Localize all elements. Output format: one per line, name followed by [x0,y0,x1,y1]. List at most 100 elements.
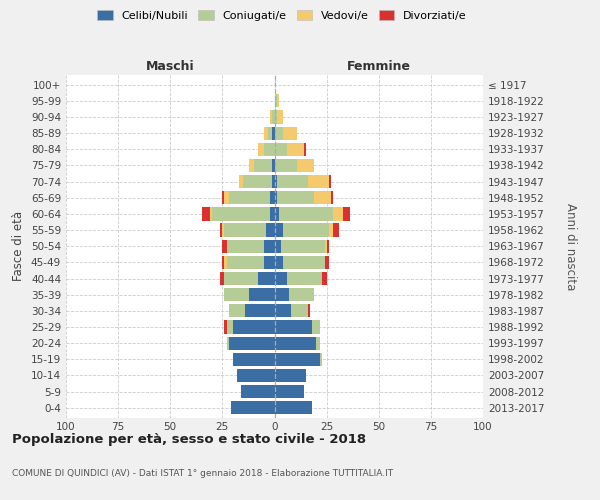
Bar [258,142,264,156]
Bar [271,208,275,220]
Bar [316,336,320,350]
Bar [220,272,224,285]
Bar [275,208,278,220]
Legend: Celibi/Nubili, Coniugati/e, Vedovi/e, Divorziati/e: Celibi/Nubili, Coniugati/e, Vedovi/e, Di… [95,8,469,24]
Bar [264,126,268,140]
Bar [298,159,314,172]
Bar [275,224,283,236]
Bar [223,191,224,204]
Bar [245,304,275,318]
Bar [243,175,272,188]
Bar [277,110,283,124]
Text: Femmine: Femmine [347,60,411,74]
Bar [308,304,310,318]
Bar [325,256,329,269]
Bar [283,256,325,269]
Bar [314,191,331,204]
Bar [329,175,331,188]
Bar [287,142,304,156]
Bar [264,256,275,269]
Bar [333,208,343,220]
Bar [272,126,275,140]
Bar [264,240,275,253]
Bar [333,224,339,236]
Text: Popolazione per età, sesso e stato civile - 2018: Popolazione per età, sesso e stato civil… [12,432,366,446]
Bar [308,175,329,188]
Bar [223,224,224,236]
Bar [304,142,306,156]
Bar [291,304,308,318]
Bar [220,224,223,236]
Bar [224,320,227,334]
Bar [224,224,266,236]
Bar [229,191,271,204]
Bar [325,240,326,253]
Bar [223,240,227,253]
Text: COMUNE DI QUINDICI (AV) - Dati ISTAT 1° gennaio 2018 - Elaborazione TUTTITALIA.I: COMUNE DI QUINDICI (AV) - Dati ISTAT 1° … [12,469,393,478]
Bar [289,288,314,302]
Bar [275,352,320,366]
Bar [275,288,289,302]
Bar [320,352,322,366]
Bar [227,256,264,269]
Bar [329,224,333,236]
Bar [275,159,298,172]
Bar [212,208,271,220]
Bar [275,142,287,156]
Bar [231,401,275,414]
Bar [227,240,264,253]
Bar [233,320,275,334]
Text: Maschi: Maschi [146,60,194,74]
Bar [266,224,275,236]
Bar [210,208,212,220]
Bar [250,159,254,172]
Bar [258,272,275,285]
Bar [283,126,298,140]
Bar [275,385,304,398]
Bar [237,369,275,382]
Bar [275,256,283,269]
Bar [250,288,275,302]
Bar [343,208,350,220]
Bar [281,240,325,253]
Bar [272,159,275,172]
Bar [312,320,320,334]
Bar [229,304,245,318]
Bar [271,110,272,124]
Bar [229,336,275,350]
Bar [224,272,258,285]
Bar [254,159,272,172]
Bar [287,272,322,285]
Bar [272,175,275,188]
Bar [233,352,275,366]
Bar [277,191,314,204]
Bar [331,191,333,204]
Bar [275,304,291,318]
Bar [275,110,277,124]
Bar [326,240,329,253]
Bar [283,224,329,236]
Bar [239,175,243,188]
Bar [277,175,308,188]
Bar [224,256,227,269]
Bar [223,256,224,269]
Bar [224,288,250,302]
Bar [275,272,287,285]
Bar [275,369,306,382]
Bar [272,110,275,124]
Bar [275,240,281,253]
Y-axis label: Fasce di età: Fasce di età [13,211,25,282]
Bar [322,272,326,285]
Bar [202,208,210,220]
Bar [271,191,275,204]
Bar [275,320,312,334]
Bar [227,336,229,350]
Bar [277,94,278,108]
Bar [264,142,275,156]
Bar [275,401,312,414]
Bar [268,126,272,140]
Bar [275,94,277,108]
Bar [275,126,283,140]
Bar [241,385,275,398]
Bar [275,175,277,188]
